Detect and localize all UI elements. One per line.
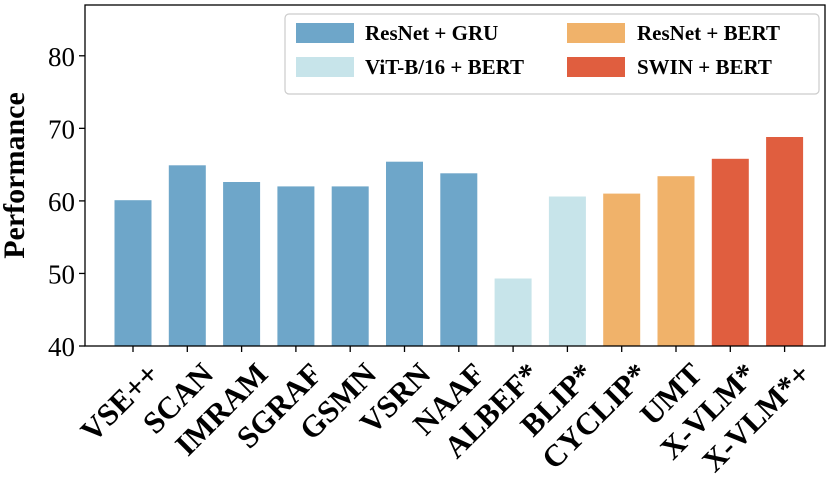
- bar-vsrn: [386, 161, 423, 346]
- legend-frame: [284, 13, 820, 95]
- bar-imram: [223, 182, 261, 346]
- bar-cyclip-star: [603, 193, 641, 346]
- plot-frame: [84, 4, 826, 347]
- y-axis-label: Performance: [0, 92, 31, 259]
- bar-vse-plus-plus: [114, 200, 152, 346]
- bar-x-vlm-star: [711, 158, 749, 346]
- legend-label-resnet-plus-bert: ResNet + BERT: [637, 21, 780, 45]
- bar-blip-star: [548, 196, 586, 346]
- bars: [114, 137, 804, 346]
- legend-label-resnet-plus-gru: ResNet + GRU: [365, 21, 498, 45]
- legend-swatch-resnet-plus-gru: [296, 23, 354, 43]
- bar-umt: [657, 176, 695, 346]
- bar-x-vlm-star-plus: [766, 137, 804, 346]
- legend-label-swin-plus-bert: SWIN + BERT: [637, 55, 772, 79]
- y-tick-label: 50: [48, 259, 75, 289]
- legend-swatch-swin-plus-bert: [567, 57, 625, 77]
- y-tick-label: 40: [48, 332, 75, 362]
- legend-swatch-resnet-plus-bert: [567, 23, 625, 43]
- bar-naaf: [440, 173, 478, 346]
- y-tick-label: 80: [48, 42, 75, 72]
- legend: ResNet + GRU ViT-B/16 + BERT ResNet + BERT…: [284, 13, 820, 95]
- bar-sgraf: [277, 186, 315, 346]
- y-tick-label: 70: [48, 114, 75, 144]
- bar-albef-star: [494, 278, 532, 346]
- x-axis: VSE++SCANIMRAMSGRAFGSMNVSRNNAAFALBEF*BLI…: [73, 346, 817, 479]
- y-axis: 40 50 60 70 80: [48, 42, 85, 362]
- y-tick-label: 60: [48, 187, 75, 217]
- bar-scan: [168, 165, 206, 346]
- legend-swatch-vit-b-16-plus-bert: [296, 57, 354, 77]
- legend-label-vit-b-16-plus-bert: ViT-B/16 + BERT: [365, 55, 524, 79]
- bar-gsmn: [331, 186, 369, 346]
